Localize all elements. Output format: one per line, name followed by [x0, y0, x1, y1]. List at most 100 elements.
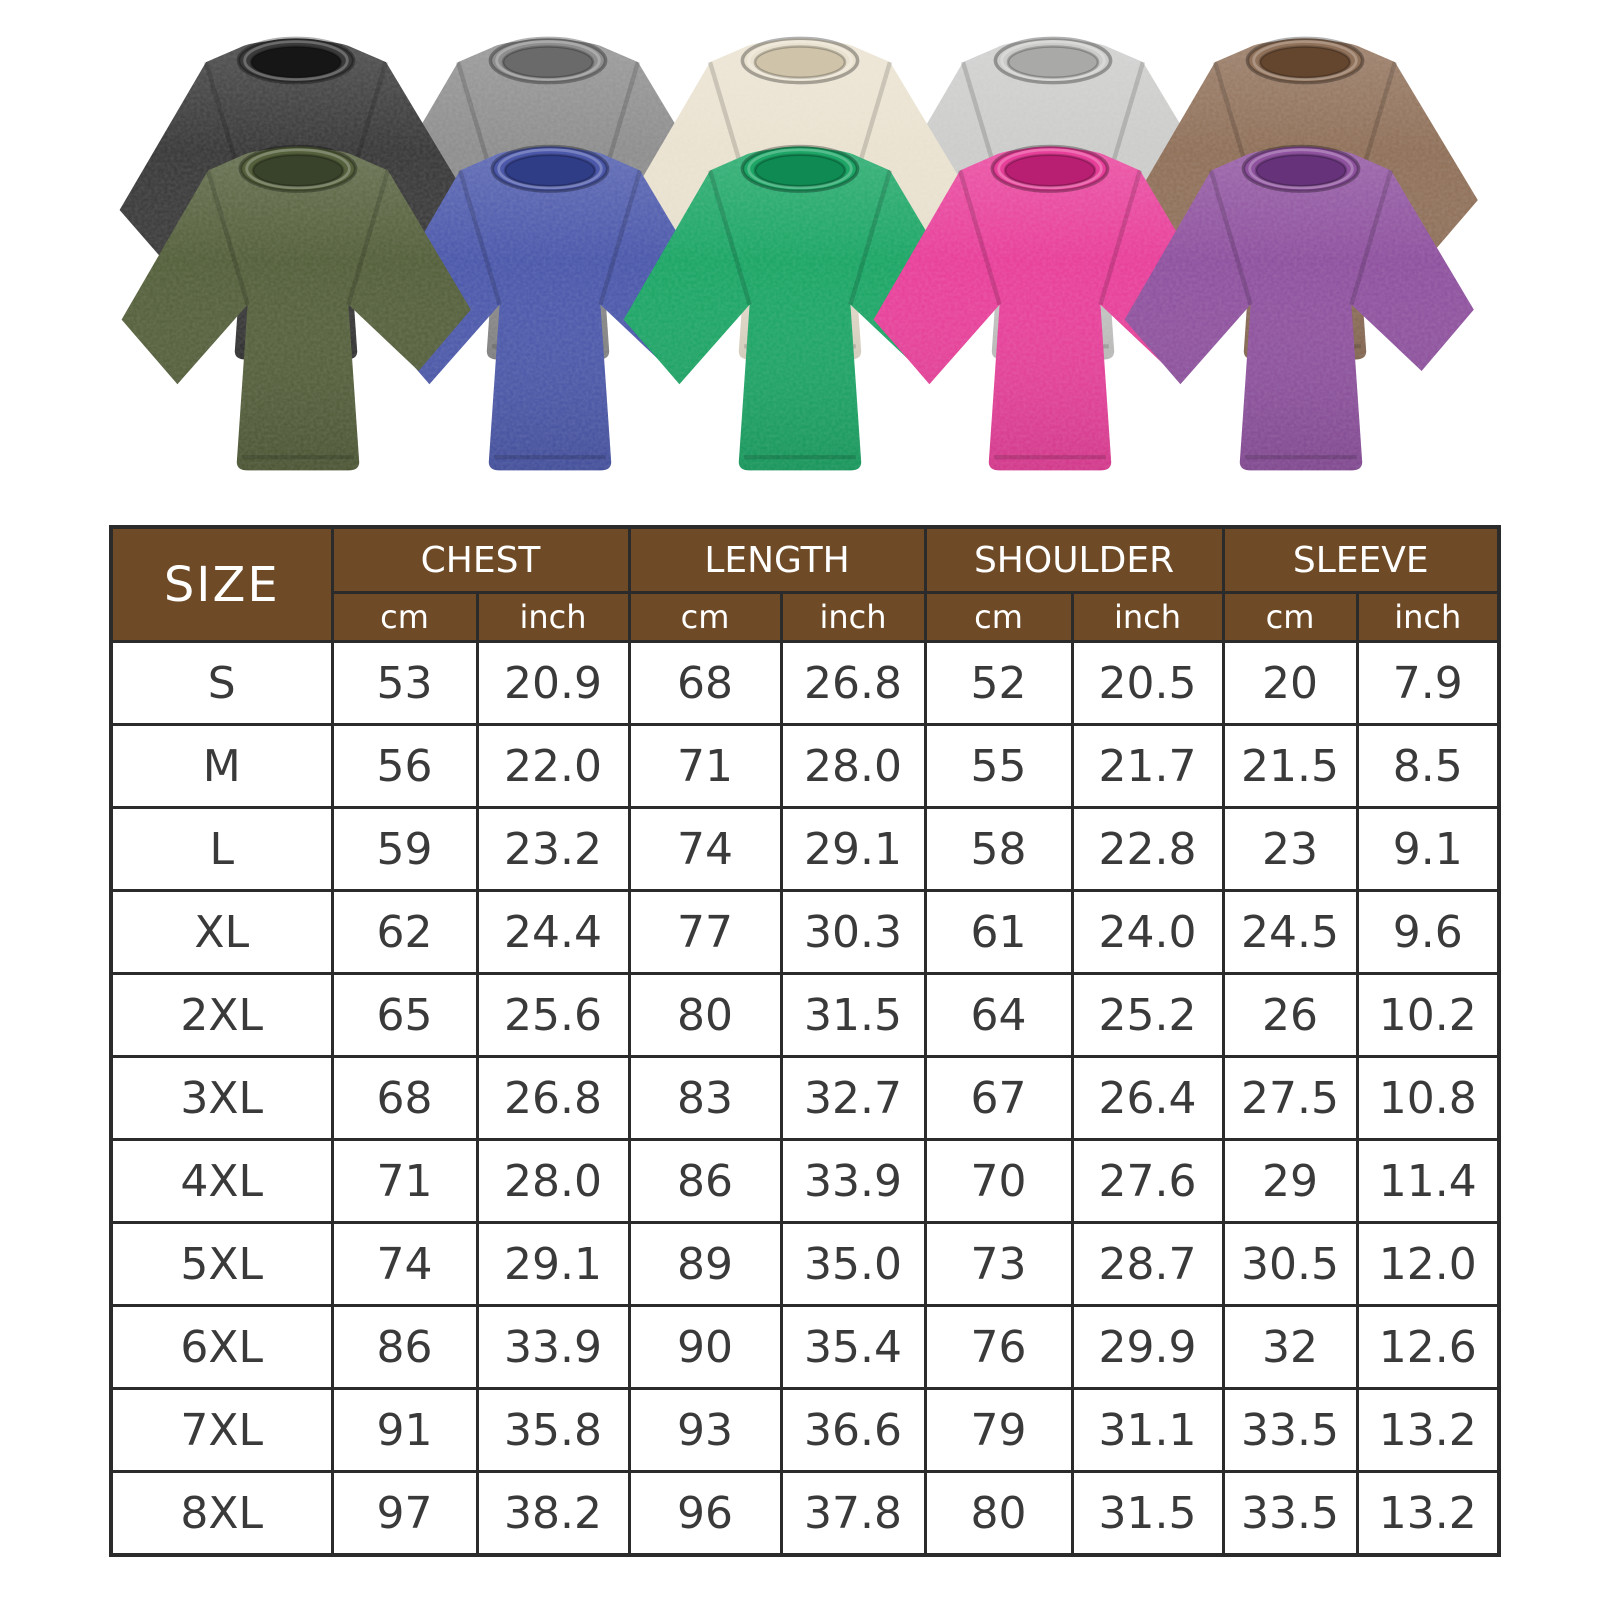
- table-row: 3XL 68 26.8 83 32.7 67 26.4 27.5 10.8: [109, 1055, 1501, 1141]
- measurement-value: 22.8: [1070, 806, 1225, 892]
- measurement-value: 70: [923, 1138, 1074, 1224]
- table-row: 8XL 97 38.2 96 37.8 80 31.5 33.5 13.2: [109, 1470, 1501, 1557]
- measurement-value: 27.5: [1221, 1055, 1359, 1141]
- tshirt-color-gallery: [0, 0, 1600, 520]
- measurement-value: 25.6: [475, 972, 631, 1058]
- sleeve-cm-header: cm: [1221, 591, 1359, 643]
- measurement-value: 23.2: [475, 806, 631, 892]
- size-label: M: [109, 723, 334, 809]
- measurement-value: 35.0: [779, 1221, 927, 1307]
- measurement-value: 68: [330, 1055, 479, 1141]
- measurement-value: 11.4: [1355, 1138, 1501, 1224]
- measurement-value: 37.8: [779, 1470, 927, 1557]
- measurement-value: 53: [330, 640, 479, 726]
- measurement-value: 71: [330, 1138, 479, 1224]
- measurement-value: 26.4: [1070, 1055, 1225, 1141]
- measurement-value: 28.0: [779, 723, 927, 809]
- measurement-value: 68: [627, 640, 783, 726]
- measurement-value: 35.8: [475, 1387, 631, 1473]
- tshirt-purple: [1121, 134, 1481, 482]
- measurement-value: 33.5: [1221, 1387, 1359, 1473]
- shoulder-inch-header: inch: [1070, 591, 1225, 643]
- table-row: 2XL 65 25.6 80 31.5 64 25.2 26 10.2: [109, 972, 1501, 1058]
- measurement-value: 79: [923, 1387, 1074, 1473]
- measurement-value: 29: [1221, 1138, 1359, 1224]
- measurement-value: 28.7: [1070, 1221, 1225, 1307]
- table-row: 7XL 91 35.8 93 36.6 79 31.1 33.5 13.2: [109, 1387, 1501, 1473]
- measurement-value: 80: [627, 972, 783, 1058]
- sleeve-group-header: SLEEVE: [1221, 525, 1501, 594]
- measurement-value: 31.1: [1070, 1387, 1225, 1473]
- size-label: XL: [109, 889, 334, 975]
- measurement-value: 9.1: [1355, 806, 1501, 892]
- shoulder-group-header: SHOULDER: [923, 525, 1225, 594]
- measurement-value: 86: [627, 1138, 783, 1224]
- table-row: S 53 20.9 68 26.8 52 20.5 20 7.9: [109, 640, 1501, 726]
- measurement-value: 29.1: [475, 1221, 631, 1307]
- measurement-value: 77: [627, 889, 783, 975]
- measurement-value: 86: [330, 1304, 479, 1390]
- chest-cm-header: cm: [330, 591, 479, 643]
- size-label: 6XL: [109, 1304, 334, 1390]
- chest-inch-header: inch: [475, 591, 631, 643]
- measurement-value: 12.6: [1355, 1304, 1501, 1390]
- table-row: 5XL 74 29.1 89 35.0 73 28.7 30.5 12.0: [109, 1221, 1501, 1307]
- size-label: 3XL: [109, 1055, 334, 1141]
- measurement-value: 25.2: [1070, 972, 1225, 1058]
- measurement-value: 30.3: [779, 889, 927, 975]
- measurement-value: 56: [330, 723, 479, 809]
- measurement-value: 31.5: [1070, 1470, 1225, 1557]
- measurement-value: 20.9: [475, 640, 631, 726]
- measurement-value: 10.8: [1355, 1055, 1501, 1141]
- measurement-value: 65: [330, 972, 479, 1058]
- measurement-value: 76: [923, 1304, 1074, 1390]
- measurement-value: 67: [923, 1055, 1074, 1141]
- measurement-value: 61: [923, 889, 1074, 975]
- measurement-value: 89: [627, 1221, 783, 1307]
- length-inch-header: inch: [779, 591, 927, 643]
- measurement-value: 31.5: [779, 972, 927, 1058]
- table-row: 4XL 71 28.0 86 33.9 70 27.6 29 11.4: [109, 1138, 1501, 1224]
- measurement-value: 8.5: [1355, 723, 1501, 809]
- measurement-value: 73: [923, 1221, 1074, 1307]
- measurement-value: 9.6: [1355, 889, 1501, 975]
- measurement-value: 83: [627, 1055, 783, 1141]
- measurement-value: 35.4: [779, 1304, 927, 1390]
- measurement-value: 24.0: [1070, 889, 1225, 975]
- size-label: L: [109, 806, 334, 892]
- sleeve-inch-header: inch: [1355, 591, 1501, 643]
- measurement-value: 13.2: [1355, 1470, 1501, 1557]
- measurement-value: 32.7: [779, 1055, 927, 1141]
- tshirt-army-green: [118, 134, 478, 482]
- measurement-value: 29.1: [779, 806, 927, 892]
- size-column-header: SIZE: [109, 525, 334, 643]
- measurement-value: 91: [330, 1387, 479, 1473]
- measurement-value: 12.0: [1355, 1221, 1501, 1307]
- measurement-value: 33.9: [779, 1138, 927, 1224]
- measurement-value: 10.2: [1355, 972, 1501, 1058]
- measurement-value: 22.0: [475, 723, 631, 809]
- measurement-value: 33.5: [1221, 1470, 1359, 1557]
- measurement-value: 90: [627, 1304, 783, 1390]
- measurement-value: 71: [627, 723, 783, 809]
- measurement-value: 80: [923, 1470, 1074, 1557]
- size-chart: SIZE CHEST LENGTH SHOULDER SLEEVE cm inc…: [109, 525, 1502, 1557]
- measurement-value: 29.9: [1070, 1304, 1225, 1390]
- measurement-value: 36.6: [779, 1387, 927, 1473]
- length-group-header: LENGTH: [627, 525, 927, 594]
- measurement-value: 7.9: [1355, 640, 1501, 726]
- measurement-value: 30.5: [1221, 1221, 1359, 1307]
- measurement-value: 21.5: [1221, 723, 1359, 809]
- measurement-value: 26.8: [475, 1055, 631, 1141]
- measurement-value: 93: [627, 1387, 783, 1473]
- table-row: L 59 23.2 74 29.1 58 22.8 23 9.1: [109, 806, 1501, 892]
- size-label: 7XL: [109, 1387, 334, 1473]
- measurement-value: 96: [627, 1470, 783, 1557]
- shoulder-cm-header: cm: [923, 591, 1074, 643]
- measurement-value: 52: [923, 640, 1074, 726]
- measurement-value: 27.6: [1070, 1138, 1225, 1224]
- chest-group-header: CHEST: [330, 525, 631, 594]
- size-table-body: S 53 20.9 68 26.8 52 20.5 20 7.9 M 56 22.0 71 28.0 55 2…: [109, 640, 1501, 1557]
- measurement-value: 24.4: [475, 889, 631, 975]
